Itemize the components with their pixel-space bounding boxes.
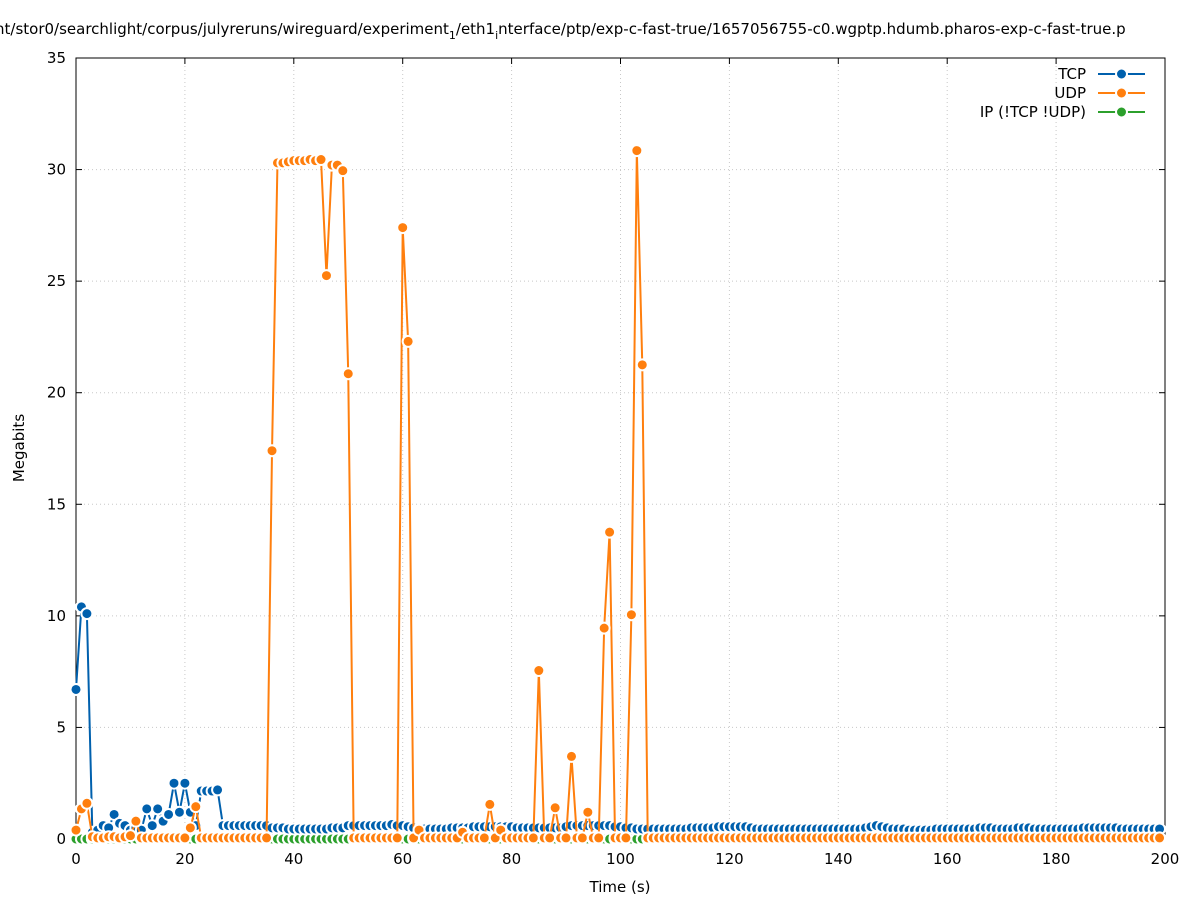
data-point-udp [526,831,540,845]
data-point-udp [1153,831,1167,845]
data-point-udp [624,608,638,622]
data-point-tcp [162,807,176,821]
data-point-udp [597,621,611,635]
data-point-udp [575,831,589,845]
legend-label: UDP [1054,84,1086,102]
x-tick-label: 20 [175,850,194,868]
data-point-udp [619,831,633,845]
legend-marker [1115,105,1128,119]
data-point-udp [123,829,137,843]
data-point-udp [390,831,404,845]
chart-title: nt/stor0/searchlight/corpus/julyreruns/w… [0,20,1126,42]
data-point-udp [532,664,546,678]
legend-item-udp: UDP [1054,84,1145,102]
data-point-udp [260,831,274,845]
data-series [69,144,1167,846]
legend-marker [1115,67,1128,81]
data-point-udp [401,334,415,348]
data-point-tcp [151,802,165,816]
data-point-tcp [80,607,94,621]
data-point-udp [319,269,333,283]
data-point-udp [548,801,562,815]
x-tick-label: 40 [284,850,303,868]
data-point-udp [581,805,595,819]
data-point-udp [477,831,491,845]
y-tick-label: 35 [47,49,66,67]
legend-item-tcp: TCP [1057,65,1145,83]
data-point-udp [189,800,203,814]
y-tick-label: 20 [47,384,66,402]
y-tick-label: 25 [47,272,66,290]
y-tick-label: 15 [47,495,66,513]
data-point-udp [336,164,350,178]
data-point-udp [603,525,617,539]
data-point-udp [129,814,143,828]
series-udp [69,144,1167,845]
x-tick-label: 120 [715,850,744,868]
data-point-tcp [211,783,225,797]
data-point-tcp [178,776,192,790]
data-point-udp [559,831,573,845]
legend-marker [1115,86,1128,100]
x-tick-label: 200 [1151,850,1180,868]
grid-lines [76,58,1165,839]
legend-label: IP (!TCP !UDP) [980,103,1086,121]
data-point-udp [630,144,644,158]
data-point-udp [183,821,197,835]
data-point-udp [80,796,94,810]
y-axis-label: Megabits [10,414,28,482]
data-point-udp [592,831,606,845]
legend-item-ip-tcp-udp: IP (!TCP !UDP) [980,103,1145,121]
data-point-tcp [69,682,83,696]
data-point-tcp [172,805,186,819]
y-tick-label: 5 [56,718,66,736]
x-tick-label: 160 [933,850,962,868]
x-tick-label: 0 [71,850,81,868]
y-tick-label: 0 [56,830,66,848]
data-point-udp [69,823,83,837]
y-tick-label: 30 [47,161,66,179]
data-point-tcp [140,802,154,816]
data-point-udp [483,797,497,811]
x-tick-label: 60 [393,850,412,868]
data-point-udp [564,749,578,763]
x-tick-label: 180 [1042,850,1071,868]
x-tick-label: 100 [606,850,635,868]
data-point-udp [265,444,279,458]
x-axis-label: Time (s) [589,878,651,896]
data-point-udp [178,831,192,845]
x-tick-label: 140 [824,850,853,868]
axes: 0 20 40 60 80 100 120 140 160 180 200 0 5 10 15 20 25 30 3… [47,49,1179,868]
data-point-udp [341,367,355,381]
data-point-tcp [167,776,181,790]
data-point-udp [314,153,328,167]
x-tick-label: 80 [502,850,521,868]
y-tick-label: 10 [47,607,66,625]
data-point-udp [396,221,410,235]
data-point-udp [543,831,557,845]
data-point-udp [635,358,649,372]
legend-label: TCP [1057,65,1086,83]
data-point-tcp [145,819,159,833]
